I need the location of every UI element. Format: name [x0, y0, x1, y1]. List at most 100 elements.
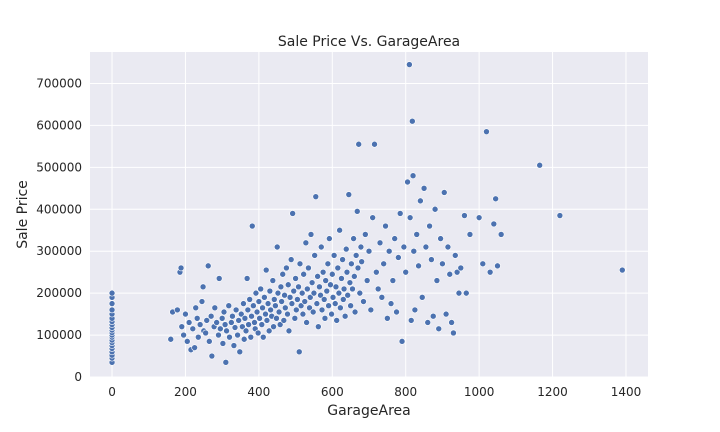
data-point	[306, 304, 313, 312]
data-point	[284, 310, 291, 318]
data-point	[461, 212, 468, 219]
data-point	[350, 235, 357, 242]
data-point	[373, 268, 380, 276]
data-point	[222, 359, 230, 366]
data-point	[492, 195, 499, 203]
data-point	[400, 243, 408, 251]
data-point	[451, 252, 459, 259]
data-point	[367, 306, 375, 314]
data-point	[440, 189, 448, 196]
data-point	[263, 317, 271, 324]
data-point	[317, 291, 324, 299]
data-point	[174, 306, 181, 314]
data-point	[442, 310, 450, 318]
data-point	[332, 283, 340, 291]
data-point	[417, 197, 424, 205]
data-point	[313, 300, 321, 307]
data-point	[178, 323, 186, 330]
data-point	[108, 300, 116, 307]
data-point	[311, 252, 318, 259]
data-point	[407, 317, 415, 324]
data-point	[245, 321, 252, 328]
data-point	[351, 273, 358, 280]
data-point	[204, 262, 212, 270]
data-point	[250, 302, 257, 310]
data-point	[265, 327, 273, 335]
data-point	[365, 247, 373, 255]
data-point	[220, 308, 228, 316]
data-point	[195, 333, 202, 341]
data-point	[235, 317, 242, 324]
data-point	[409, 172, 417, 180]
data-point	[219, 340, 227, 347]
data-point	[433, 277, 441, 284]
data-point	[306, 294, 314, 301]
data-point	[241, 314, 249, 322]
data-point	[211, 304, 219, 312]
data-point	[483, 128, 490, 135]
x-tick-label: 1400	[611, 385, 642, 399]
data-point	[415, 262, 422, 270]
data-point	[228, 319, 235, 326]
data-point	[406, 214, 414, 221]
data-point	[221, 321, 229, 328]
data-point	[369, 214, 376, 221]
data-point	[264, 300, 272, 307]
data-point	[298, 289, 306, 297]
data-point	[248, 312, 255, 320]
data-point	[280, 317, 288, 324]
data-point	[340, 285, 348, 293]
data-point	[404, 178, 411, 186]
data-point	[334, 264, 342, 272]
data-point	[234, 331, 241, 339]
data-point	[199, 283, 207, 291]
y-tick-label: 700000	[36, 76, 82, 90]
y-tick-label: 400000	[36, 202, 82, 216]
data-point	[248, 222, 256, 230]
data-point	[226, 333, 233, 341]
data-point	[273, 314, 280, 322]
data-point	[357, 243, 365, 251]
data-point	[479, 260, 487, 268]
data-point	[274, 289, 282, 297]
data-point	[304, 285, 311, 293]
y-tick-label: 500000	[36, 160, 82, 174]
data-point	[255, 298, 263, 305]
data-point	[342, 245, 350, 253]
data-point	[326, 235, 333, 242]
data-point	[338, 275, 345, 282]
data-point	[395, 254, 402, 261]
data-point	[285, 327, 293, 335]
data-point	[450, 329, 457, 337]
data-point	[486, 268, 494, 276]
data-point	[346, 279, 354, 286]
data-point	[448, 319, 455, 326]
data-point	[273, 243, 281, 251]
data-point	[494, 262, 501, 270]
data-point	[259, 333, 267, 341]
y-tick-label: 100000	[36, 328, 82, 342]
chart-title: Sale Price Vs. GarageArea	[278, 34, 460, 50]
data-point	[320, 296, 328, 303]
data-point	[385, 247, 393, 255]
data-point	[270, 296, 278, 303]
data-point	[207, 312, 215, 320]
data-point	[299, 310, 307, 318]
data-point	[409, 117, 416, 125]
data-point	[253, 308, 261, 316]
data-point	[196, 321, 204, 328]
y-tick-label: 200000	[36, 286, 82, 300]
data-point	[396, 210, 404, 217]
data-point	[217, 325, 224, 333]
data-point	[301, 298, 309, 305]
plot-area	[90, 52, 648, 377]
data-point	[353, 208, 361, 215]
data-point	[439, 260, 446, 268]
data-point	[398, 338, 406, 345]
y-axis-label: Sale Price	[15, 180, 31, 249]
data-point	[380, 260, 387, 268]
y-tick-label: 600000	[36, 118, 82, 132]
data-point	[325, 302, 332, 310]
data-point	[343, 268, 351, 276]
data-point	[389, 277, 397, 284]
